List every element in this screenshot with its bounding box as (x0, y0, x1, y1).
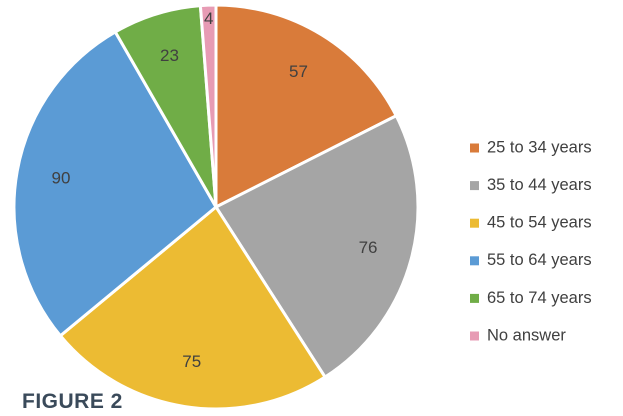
legend: 25 to 34 years 35 to 44 years 45 to 54 yea… (470, 138, 592, 344)
legend-item-25-to-34-years: 25 to 34 years (470, 138, 592, 156)
pie-slice-no-answer (198, 3, 218, 208)
legend-label: 55 to 64 years (487, 251, 592, 269)
pie-slice-45-to-54-years (58, 204, 328, 411)
legend-label: No answer (487, 326, 566, 344)
data-label-25-to-34-years: 57 (289, 62, 308, 81)
legend-label: 45 to 54 years (487, 214, 592, 232)
data-label-no-answer: 4 (204, 9, 213, 28)
pie-data-labels: 57 76 75 90 23 4 (51, 9, 377, 371)
legend-item-no-answer: No answer (470, 326, 566, 344)
legend-swatch (470, 218, 479, 228)
legend-label: 25 to 34 years (487, 138, 592, 156)
legend-item-35-to-44-years: 35 to 44 years (470, 176, 592, 194)
pie-slice-55-to-64-years (12, 29, 218, 338)
legend-item-45-to-54-years: 45 to 54 years (470, 214, 592, 232)
data-label-55-to-64-years: 90 (51, 168, 70, 187)
legend-swatch (470, 181, 479, 191)
figure-caption: FIGURE 2 (22, 390, 123, 413)
legend-swatch (470, 293, 479, 303)
pie-slice-25-to-34-years (214, 3, 399, 210)
legend-swatch (470, 331, 479, 341)
legend-item-55-to-64-years: 55 to 64 years (470, 251, 592, 269)
legend-label: 35 to 44 years (487, 176, 592, 194)
data-label-35-to-44-years: 76 (359, 238, 378, 257)
data-label-65-to-74-years: 23 (160, 46, 179, 65)
pie-slices (12, 3, 420, 411)
legend-item-65-to-74-years: 65 to 74 years (470, 289, 592, 307)
legend-swatch (470, 143, 479, 153)
legend-swatch (470, 256, 479, 266)
legend-label: 65 to 74 years (487, 289, 592, 307)
pie-slice-35-to-44-years (213, 113, 420, 380)
data-label-45-to-54-years: 75 (182, 352, 201, 371)
